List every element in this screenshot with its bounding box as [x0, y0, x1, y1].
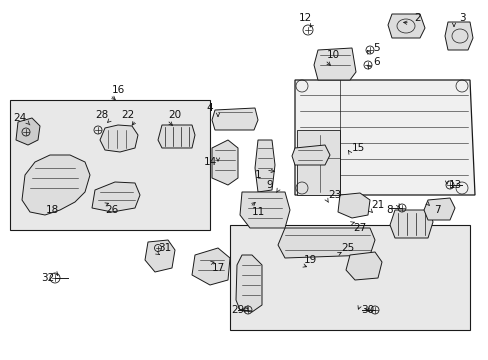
Text: 30: 30: [361, 305, 374, 315]
Text: 28: 28: [95, 110, 108, 120]
Polygon shape: [192, 248, 229, 285]
Text: 18: 18: [45, 205, 59, 215]
Polygon shape: [313, 48, 355, 80]
Polygon shape: [387, 14, 424, 38]
Text: 15: 15: [351, 143, 364, 153]
Polygon shape: [92, 182, 140, 212]
Polygon shape: [346, 252, 381, 280]
Text: 25: 25: [341, 243, 354, 253]
Text: 17: 17: [211, 263, 224, 273]
Text: 6: 6: [373, 57, 380, 67]
Text: 22: 22: [121, 110, 134, 120]
Text: 10: 10: [326, 50, 339, 60]
Text: 16: 16: [111, 85, 124, 95]
Text: 24: 24: [13, 113, 26, 123]
Text: 14: 14: [203, 157, 216, 167]
Polygon shape: [337, 193, 369, 218]
Polygon shape: [296, 130, 339, 195]
Polygon shape: [389, 210, 432, 238]
Text: 19: 19: [303, 255, 316, 265]
Text: 12: 12: [298, 13, 311, 23]
Text: 23: 23: [328, 190, 341, 200]
Text: 9: 9: [266, 180, 273, 190]
Polygon shape: [236, 255, 262, 312]
Text: 8: 8: [386, 205, 392, 215]
Polygon shape: [100, 125, 138, 152]
Text: 27: 27: [353, 223, 366, 233]
Text: 21: 21: [370, 200, 384, 210]
Text: 5: 5: [373, 43, 380, 53]
Text: 32: 32: [41, 273, 55, 283]
Polygon shape: [22, 155, 90, 215]
Polygon shape: [294, 80, 474, 195]
Text: 31: 31: [158, 243, 171, 253]
Polygon shape: [229, 225, 469, 330]
Text: 20: 20: [168, 110, 181, 120]
Text: 2: 2: [414, 13, 421, 23]
Polygon shape: [254, 140, 274, 192]
Text: 7: 7: [433, 205, 439, 215]
Text: 1: 1: [254, 170, 261, 180]
Polygon shape: [145, 240, 175, 272]
Text: 13: 13: [447, 180, 461, 190]
Polygon shape: [444, 22, 472, 50]
Polygon shape: [240, 192, 289, 228]
Text: 26: 26: [105, 205, 119, 215]
Polygon shape: [10, 100, 209, 230]
Polygon shape: [212, 108, 258, 130]
Polygon shape: [423, 198, 454, 220]
Text: 29: 29: [231, 305, 244, 315]
Text: 4: 4: [206, 103, 213, 113]
Polygon shape: [16, 118, 40, 145]
Text: 11: 11: [251, 207, 264, 217]
Polygon shape: [212, 140, 238, 185]
Polygon shape: [158, 125, 195, 148]
Text: 3: 3: [458, 13, 465, 23]
Polygon shape: [278, 228, 374, 258]
Polygon shape: [291, 145, 329, 165]
